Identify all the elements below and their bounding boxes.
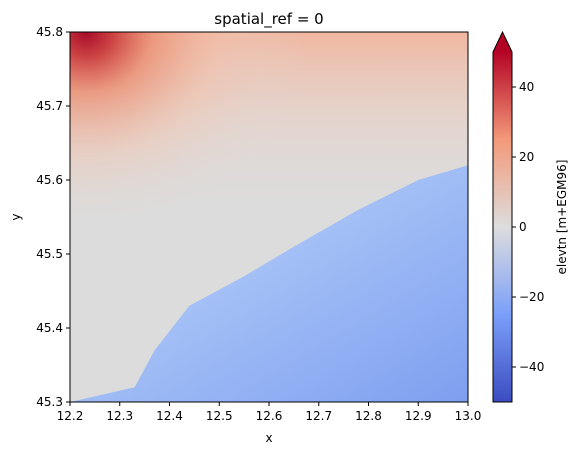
y-tick-label: 45.6 <box>36 173 63 187</box>
x-axis-label: x <box>265 431 272 445</box>
y-tick-label: 45.4 <box>36 321 63 335</box>
colorbar-frame <box>492 30 513 403</box>
x-tick-label: 12.7 <box>305 409 332 423</box>
chart-title: spatial_ref = 0 <box>214 10 323 29</box>
x-tick-label: 13.0 <box>455 409 482 423</box>
colorbar-tick-label: −20 <box>519 290 544 304</box>
y-tick-label: 45.7 <box>36 99 63 113</box>
colorbar-tick-label: 20 <box>519 150 534 164</box>
colorbar-tick-label: 0 <box>519 220 527 234</box>
colorbar: −40 −20 0 20 40 elevtn [m+EGM96] <box>492 30 569 403</box>
x-tick-label: 12.8 <box>355 409 382 423</box>
x-tick-label: 12.9 <box>405 409 432 423</box>
heatmap-area <box>70 32 468 402</box>
x-tick-label: 12.4 <box>156 409 183 423</box>
y-tick-label: 45.5 <box>36 247 63 261</box>
colorbar-gradient <box>493 52 512 402</box>
y-axis-label: y <box>9 213 23 220</box>
y-tick-label: 45.3 <box>36 395 63 409</box>
colorbar-tick-label: −40 <box>519 360 544 374</box>
colorbar-label: elevtn [m+EGM96] <box>555 160 569 275</box>
colorbar-ticks: −40 −20 0 20 40 <box>512 80 544 374</box>
y-tick-label: 45.8 <box>36 25 63 39</box>
x-tick-label: 12.2 <box>57 409 84 423</box>
x-tick-label: 12.5 <box>206 409 233 423</box>
colorbar-tick-label: 40 <box>519 80 534 94</box>
colorbar-extend-max <box>493 32 512 52</box>
x-axis: 12.2 12.3 12.4 12.5 12.6 12.7 12.8 12.9 13.0 <box>57 402 482 423</box>
x-tick-label: 12.6 <box>256 409 283 423</box>
y-axis: 45.3 45.4 45.5 45.6 45.7 45.8 <box>36 25 70 409</box>
x-tick-label: 12.3 <box>106 409 133 423</box>
sea-region <box>70 165 468 402</box>
